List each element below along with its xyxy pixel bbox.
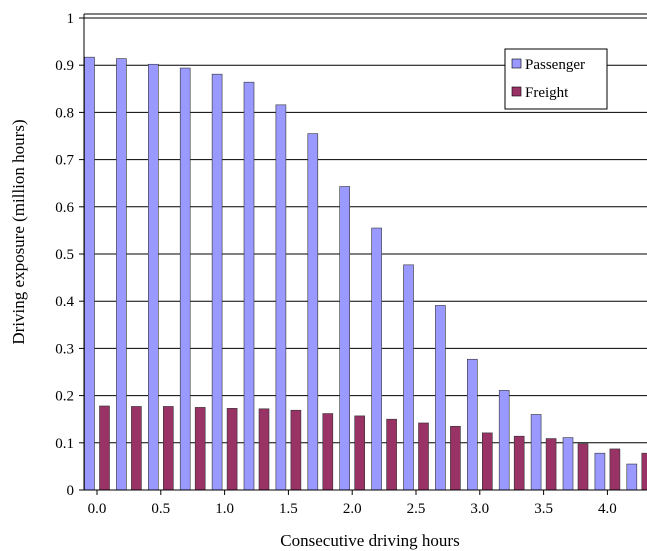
y-tick-label-0.9: 0.9 bbox=[55, 58, 74, 74]
x-axis-title: Consecutive driving hours bbox=[280, 531, 459, 550]
bar-freight-2.75 bbox=[450, 425, 461, 491]
x-tick-label-3.5: 3.5 bbox=[534, 501, 553, 517]
y-tick-label-0.2: 0.2 bbox=[55, 389, 74, 405]
bar-freight-0.25 bbox=[131, 406, 142, 491]
bar-freight-2.25 bbox=[386, 418, 397, 491]
bar-passenger-1 bbox=[211, 73, 223, 491]
y-tick-label-0.5: 0.5 bbox=[55, 247, 74, 263]
bar-passenger-3 bbox=[466, 358, 478, 491]
y-axis-title: Driving exposure (million hours) bbox=[9, 119, 28, 344]
bar-freight-2.5 bbox=[418, 422, 429, 491]
bar-freight-1 bbox=[226, 408, 238, 491]
bar-passenger-4 bbox=[594, 452, 606, 491]
legend: Passenger Freight bbox=[504, 48, 608, 110]
y-tick-label-0.7: 0.7 bbox=[55, 153, 74, 169]
gridlines bbox=[84, 13, 647, 444]
legend-label-freight: Freight bbox=[525, 85, 569, 101]
bar-passenger-1.75 bbox=[307, 133, 319, 491]
y-tick-label-0.1: 0.1 bbox=[55, 436, 74, 452]
bar-passenger-1.25 bbox=[243, 81, 255, 491]
x-tick-label-2.5: 2.5 bbox=[407, 501, 426, 517]
bar-freight-1.25 bbox=[258, 408, 270, 491]
bar-freight-0 bbox=[99, 405, 110, 491]
y-tick-labels: 0 0.1 0.2 0.3 0.4 0.5 0.6 0.7 0.8 0.9 1 bbox=[55, 11, 84, 499]
axes bbox=[83, 14, 647, 491]
bar-freight-3.25 bbox=[513, 435, 525, 491]
legend-label-passenger: Passenger bbox=[525, 57, 585, 73]
x-tick-label-1.5: 1.5 bbox=[279, 501, 298, 517]
bar-freight-4.25 bbox=[641, 452, 647, 491]
bar-freight-1.5 bbox=[290, 409, 302, 491]
bar-freight-1.75 bbox=[322, 413, 334, 491]
bar-freight-2 bbox=[354, 415, 366, 491]
bar-passenger-2.25 bbox=[371, 227, 382, 491]
x-tick-label-2.0: 2.0 bbox=[343, 501, 362, 517]
y-tick-label-0.6: 0.6 bbox=[55, 200, 74, 216]
y-tick-label-0.8: 0.8 bbox=[55, 105, 74, 121]
bar-series bbox=[84, 56, 647, 491]
bar-passenger-4.25 bbox=[626, 463, 638, 491]
x-tick-label-0.5: 0.5 bbox=[151, 501, 170, 517]
bar-passenger-2.75 bbox=[435, 305, 446, 491]
bar-passenger-3.5 bbox=[530, 414, 542, 491]
y-tick-label-0.4: 0.4 bbox=[55, 294, 74, 310]
bar-passenger-3.25 bbox=[498, 390, 510, 491]
bar-freight-0.5 bbox=[163, 406, 174, 491]
bar-passenger-0.5 bbox=[148, 63, 159, 491]
bar-passenger-3.75 bbox=[562, 437, 574, 491]
x-tick-label-4.0: 4.0 bbox=[598, 501, 617, 517]
bar-passenger-0.25 bbox=[116, 58, 127, 491]
bar-passenger-2 bbox=[339, 186, 351, 491]
y-tick-label-1: 1 bbox=[67, 11, 75, 27]
bar-passenger-2.5 bbox=[403, 264, 414, 491]
legend-swatch-passenger bbox=[511, 58, 522, 69]
bar-freight-3 bbox=[481, 432, 493, 491]
y-tick-label-0: 0 bbox=[67, 483, 75, 499]
bar-freight-3.75 bbox=[577, 443, 589, 491]
bar-passenger-1.5 bbox=[275, 104, 287, 491]
legend-swatch-freight bbox=[511, 86, 522, 97]
x-tick-label-1.0: 1.0 bbox=[215, 501, 234, 517]
bar-passenger-0 bbox=[84, 56, 95, 491]
bar-freight-4 bbox=[609, 448, 621, 491]
bar-freight-0.75 bbox=[194, 407, 206, 491]
y-tick-label-0.3: 0.3 bbox=[55, 341, 74, 357]
x-tick-label-3.0: 3.0 bbox=[470, 501, 489, 517]
x-tick-label-0.0: 0.0 bbox=[88, 501, 107, 517]
bar-freight-3.5 bbox=[545, 438, 557, 491]
x-tick-labels: 0.0 0.5 1.0 1.5 2.0 2.5 3.0 3.5 4.0 bbox=[88, 490, 617, 517]
bar-passenger-0.75 bbox=[179, 67, 191, 491]
legend-box bbox=[504, 48, 608, 110]
